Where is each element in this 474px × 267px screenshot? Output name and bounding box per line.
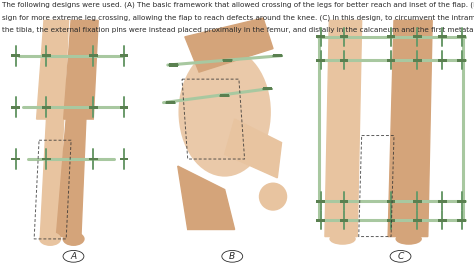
Bar: [457, 219, 466, 222]
Text: A: A: [71, 252, 76, 261]
Bar: [220, 94, 229, 97]
Bar: [89, 106, 98, 109]
Bar: [438, 59, 447, 62]
Bar: [316, 200, 325, 203]
Bar: [438, 219, 447, 222]
Bar: [340, 36, 348, 38]
Ellipse shape: [329, 233, 356, 245]
Polygon shape: [325, 20, 362, 237]
Bar: [457, 36, 466, 38]
Bar: [169, 64, 178, 67]
Bar: [316, 59, 325, 62]
Polygon shape: [388, 20, 432, 237]
Text: sign for more extreme leg crossing, allowing the flap to reach defects around th: sign for more extreme leg crossing, allo…: [2, 14, 474, 21]
Bar: [438, 36, 447, 38]
Bar: [166, 101, 175, 104]
Bar: [11, 54, 20, 57]
Bar: [42, 158, 51, 160]
Ellipse shape: [63, 232, 85, 246]
Text: B: B: [229, 252, 235, 261]
Polygon shape: [56, 119, 86, 237]
Bar: [120, 106, 128, 109]
Text: C: C: [397, 252, 404, 261]
Ellipse shape: [39, 232, 61, 246]
Bar: [387, 200, 395, 203]
Polygon shape: [225, 119, 282, 178]
Bar: [89, 54, 98, 57]
Polygon shape: [185, 18, 273, 72]
Bar: [42, 54, 51, 57]
Bar: [387, 36, 395, 38]
Polygon shape: [178, 166, 235, 230]
Bar: [387, 59, 395, 62]
Polygon shape: [64, 20, 98, 119]
Bar: [120, 158, 128, 160]
Bar: [11, 158, 20, 160]
Bar: [11, 106, 20, 109]
Bar: [457, 59, 466, 62]
Bar: [120, 54, 128, 57]
Bar: [273, 54, 282, 57]
Bar: [387, 219, 395, 222]
Ellipse shape: [178, 48, 271, 177]
Text: the tibia, the external fixation pins were instead placed proximally in the femu: the tibia, the external fixation pins we…: [2, 27, 474, 33]
Bar: [89, 158, 98, 160]
Bar: [413, 59, 422, 62]
Bar: [340, 200, 348, 203]
Bar: [413, 219, 422, 222]
Bar: [413, 200, 422, 203]
Bar: [263, 87, 272, 90]
Bar: [413, 36, 422, 38]
Ellipse shape: [259, 183, 287, 211]
Bar: [340, 59, 348, 62]
Text: The following designs were used. (A) The basic framework that allowed crossing o: The following designs were used. (A) The…: [2, 1, 474, 8]
Bar: [340, 219, 348, 222]
Bar: [457, 200, 466, 203]
Bar: [42, 106, 51, 109]
Bar: [438, 200, 447, 203]
Ellipse shape: [395, 233, 422, 245]
Bar: [316, 219, 325, 222]
Polygon shape: [40, 119, 64, 237]
Bar: [316, 36, 325, 38]
Bar: [223, 59, 232, 62]
Polygon shape: [36, 20, 69, 119]
